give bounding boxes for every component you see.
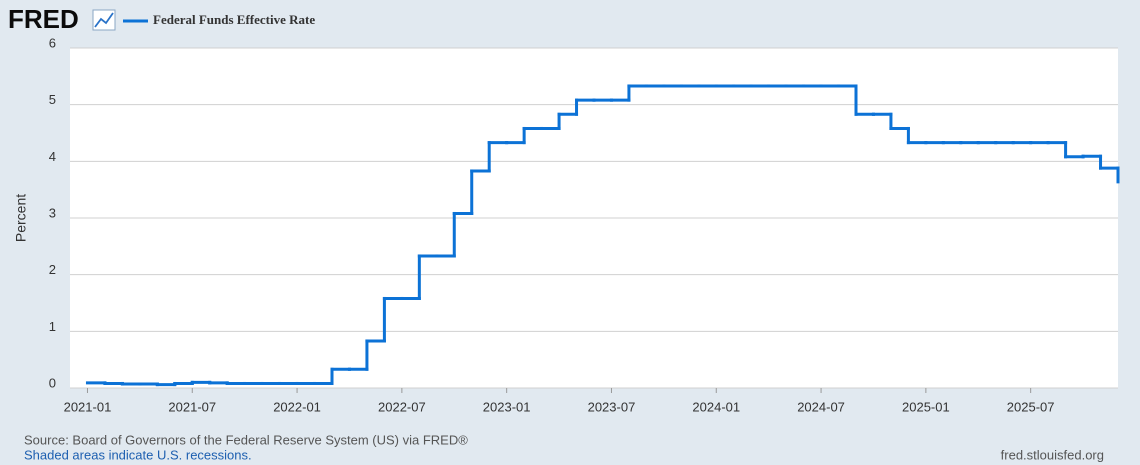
x-tick-label: 2023-01 — [483, 399, 531, 414]
y-tick-label: 3 — [49, 205, 56, 220]
x-tick-label: 2022-01 — [273, 399, 321, 414]
y-tick-label: 4 — [49, 149, 56, 164]
x-tick-label: 2025-07 — [1007, 399, 1055, 414]
x-tick-label: 2022-07 — [378, 399, 426, 414]
x-tick-label: 2021-07 — [168, 399, 216, 414]
legend-label: Federal Funds Effective Rate — [153, 12, 315, 27]
y-tick-label: 6 — [49, 35, 56, 50]
y-tick-label: 5 — [49, 92, 56, 107]
y-tick-label: 1 — [49, 319, 56, 334]
logo-icon — [92, 9, 116, 31]
site-url[interactable]: fred.stlouisfed.org — [1001, 447, 1104, 462]
y-tick-label: 0 — [49, 375, 56, 390]
x-tick-label: 2021-01 — [64, 399, 112, 414]
source: Source: Board of Governors of the Federa… — [24, 432, 468, 447]
y-tick-label: 2 — [49, 262, 56, 277]
recession-note[interactable]: Shaded areas indicate U.S. recessions. — [24, 447, 252, 462]
x-tick-label: 2023-07 — [588, 399, 636, 414]
x-tick-label: 2025-01 — [902, 399, 950, 414]
brand-logo[interactable]: FRED — [8, 4, 79, 34]
x-tick-label: 2024-07 — [797, 399, 845, 414]
x-tick-label: 2024-01 — [692, 399, 740, 414]
y-axis-label: Percent — [13, 194, 29, 242]
